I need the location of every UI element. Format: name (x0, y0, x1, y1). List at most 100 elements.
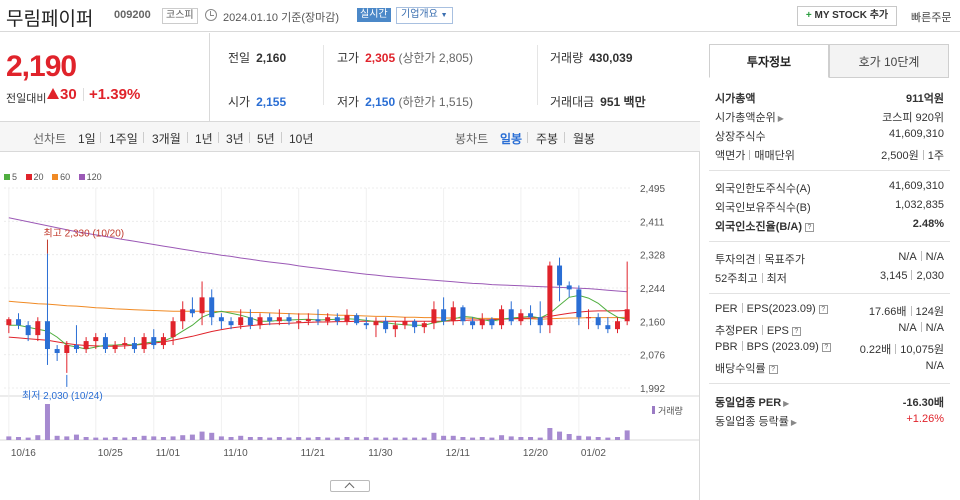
change-label: 전일대비 (6, 93, 47, 105)
change-value: 30 (47, 86, 77, 103)
change-percent: +1.39% (89, 86, 141, 103)
pbr-value: 0.22배 10,075원 (859, 344, 944, 356)
candle-body (64, 345, 70, 354)
legend-swatch-20 (25, 174, 32, 180)
candle-body (334, 317, 340, 322)
chart-legend: 5 20 60 120 (0, 172, 102, 182)
x-tick-label: 11/30 (368, 448, 393, 459)
tab-invest-info[interactable]: 투자정보 (709, 44, 829, 78)
quick-order-link[interactable]: 빠른주문 (911, 12, 952, 24)
candlestick-chart[interactable]: 2,495 2,411 2,328 2,244 2,160 2,076 1,992 거래량 10… (0, 152, 700, 482)
candle-body (528, 313, 534, 318)
foreign-ratio-value: 2.48% (912, 218, 944, 230)
volume-bar (44, 404, 50, 440)
invest-info-panel: 투자정보 호가 10단계 (709, 44, 950, 78)
candle-body (595, 317, 601, 326)
corp-info-dropdown[interactable]: 기업개요 ▼ (396, 7, 453, 24)
market-badge: 코스피 (162, 8, 198, 24)
add-mystock-button[interactable]: + MY STOCK 추가 (797, 6, 897, 26)
volume-bar (228, 437, 234, 440)
period-5y[interactable]: 5년 (257, 132, 275, 146)
candle-daily[interactable]: 일봉 (500, 132, 523, 146)
candle-body (344, 315, 350, 322)
open-label: 시가 (228, 95, 251, 109)
volume-bar (218, 436, 224, 440)
help-icon[interactable]: ? (791, 327, 801, 336)
candle-monthly[interactable]: 월봉 (573, 132, 596, 146)
candle-body (102, 337, 108, 350)
candle-body (373, 321, 379, 326)
period-3y[interactable]: 3년 (226, 132, 244, 146)
candle-body (15, 319, 21, 326)
y-tick-label: 2,411 (640, 217, 665, 228)
y-tick-label: 2,328 (640, 251, 665, 262)
arrow-right-icon: ▶ (777, 114, 784, 123)
candle-body (441, 309, 447, 322)
x-tick-label: 11/21 (301, 448, 326, 459)
volume-bar (508, 436, 514, 440)
panel-tabs: 투자정보 호가 10단계 (709, 44, 950, 78)
volume-bar (15, 437, 21, 440)
volume-bar (383, 437, 389, 440)
candle-body (141, 337, 147, 350)
help-icon[interactable]: ? (818, 305, 828, 314)
volume-bar (276, 437, 282, 440)
collapse-chart-button[interactable] (330, 480, 370, 492)
trade-amount: 거래대금 951 백만 (550, 93, 646, 110)
candle-body (325, 317, 331, 322)
legend-ma120: 120 (86, 172, 102, 182)
sector-per-label: 동일업종 PER ▶ (715, 397, 790, 409)
help-icon[interactable]: ? (768, 365, 778, 374)
x-tick-label: 12/11 (446, 448, 471, 459)
period-1d[interactable]: 1일 (78, 132, 96, 146)
candle-body (296, 321, 302, 323)
foreign-limit-label: 외국인한도주식수(A) (715, 183, 811, 195)
volume-bar (499, 435, 505, 440)
help-icon[interactable]: ? (821, 343, 831, 352)
volume-bar (528, 437, 534, 440)
legend-ma60: 60 (60, 172, 71, 182)
candle-body (354, 315, 360, 324)
candle-body (421, 323, 427, 328)
candle-body (238, 317, 244, 326)
period-1y[interactable]: 1년 (195, 132, 213, 146)
candle-body (518, 313, 524, 322)
volume-bar (576, 435, 582, 440)
row-eper: 추정PER EPS? N/A N/A (709, 320, 947, 339)
volume-bar (238, 435, 244, 440)
low-price: 저가 2,150 (하한가 1,515) (337, 93, 473, 110)
row-par: 액면가 매매단위 2,500원 1주 (709, 145, 947, 164)
period-3m[interactable]: 3개월 (152, 132, 181, 146)
candle-body (402, 321, 408, 326)
volume-bar (160, 437, 166, 440)
mcap-label: 시가총액 (715, 93, 756, 105)
candle-body (547, 265, 553, 326)
mcap-rank-value: 코스피 920위 (882, 112, 944, 124)
volume-bar (199, 431, 205, 440)
help-icon[interactable]: ? (805, 223, 814, 232)
divider (709, 241, 950, 242)
change-amount: 30 (60, 86, 77, 103)
volume-bar (402, 437, 408, 440)
period-1w[interactable]: 1주일 (109, 132, 138, 146)
candle-weekly[interactable]: 주봉 (536, 132, 559, 146)
divider (527, 132, 528, 143)
volume-bar (624, 430, 630, 440)
tab-hoga-10[interactable]: 호가 10단계 (829, 44, 949, 78)
candle-body (392, 325, 398, 330)
stock-name: 무림페이퍼 (6, 9, 94, 30)
volume-bar (6, 436, 12, 440)
foreign-limit-value: 41,609,310 (888, 180, 944, 192)
shares-label: 상장주식수 (715, 131, 766, 143)
volume-bar (392, 437, 398, 440)
period-10y[interactable]: 10년 (289, 132, 314, 146)
y-tick-label: 2,244 (640, 284, 665, 295)
clock-icon (205, 9, 217, 21)
row-sector-rate: 동일업종 등락률 ▶ +1.26% (709, 411, 947, 430)
eper-value: N/A N/A (898, 322, 944, 334)
volume-bar (547, 428, 553, 440)
per-label: PER EPS(2023.09)? (715, 303, 828, 315)
volume-bar (334, 437, 340, 440)
quote-table: 전일 2,160 고가 2,305 (상한가 2,805) 거래량 430,039 시… (211, 33, 700, 121)
realtime-button[interactable]: 실시간 (357, 8, 391, 22)
